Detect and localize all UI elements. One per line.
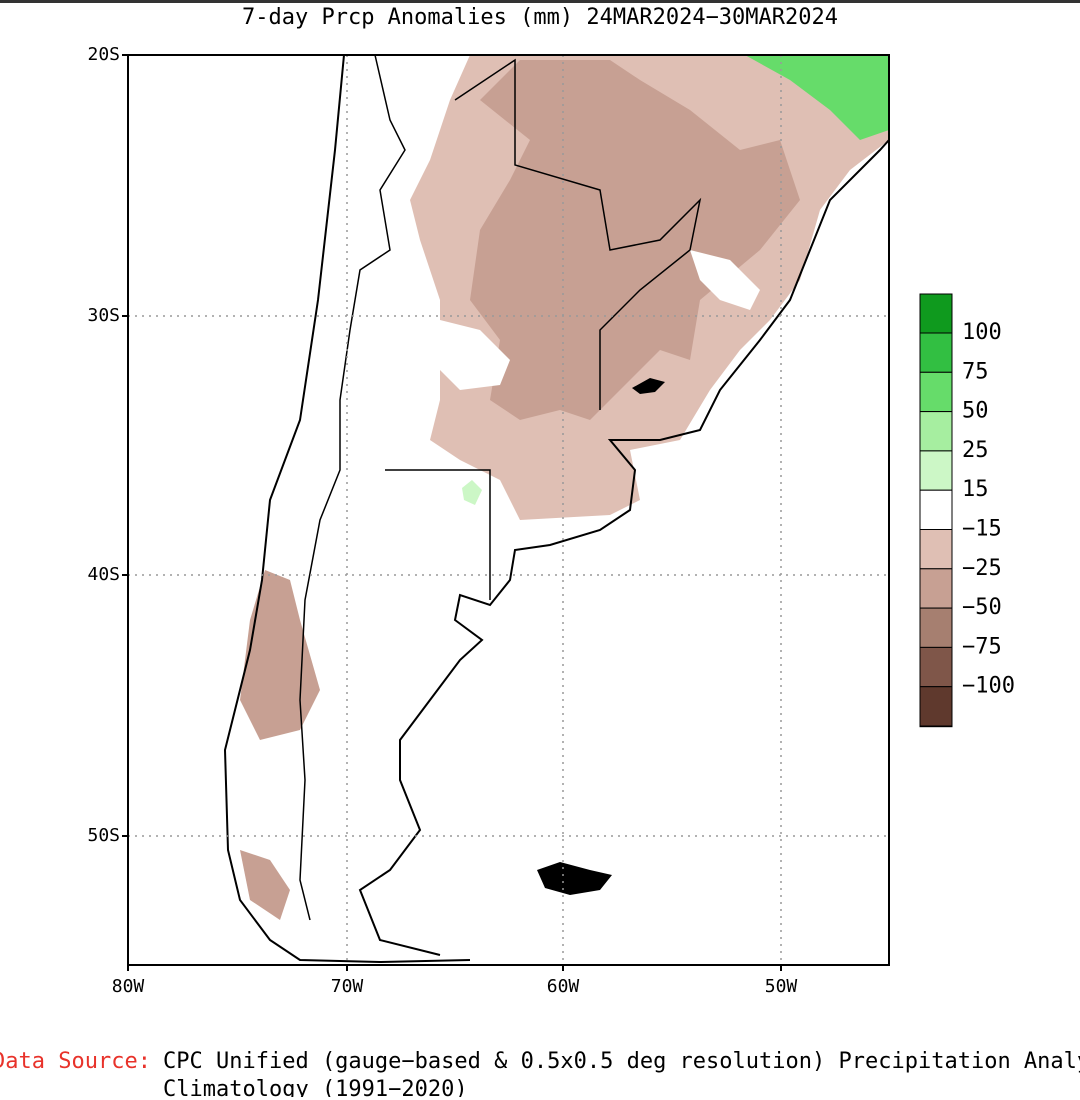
country-border xyxy=(454,58,702,410)
lon-label: 80W xyxy=(112,976,145,997)
legend-swatch xyxy=(919,489,953,531)
legend: 100 75 50 25 15 −15 −25 −50 −75 −100 xyxy=(919,293,1015,728)
legend-label: 50 xyxy=(962,399,989,424)
source-line2: Climatology (1991−2020) xyxy=(163,1077,468,1100)
legend-label: 75 xyxy=(962,359,989,384)
legend-swatch xyxy=(919,332,953,373)
anomaly-region xyxy=(690,250,760,310)
legend-swatch xyxy=(919,607,953,648)
map-area xyxy=(223,54,890,964)
lon-label: 50W xyxy=(765,976,798,997)
map-frame xyxy=(127,54,890,966)
legend-swatch xyxy=(919,293,953,334)
legend-swatch xyxy=(919,371,953,413)
legend-swatch xyxy=(919,450,953,491)
falkland-islands xyxy=(537,862,612,895)
legend-label: 100 xyxy=(962,320,1002,345)
bottom-mask xyxy=(0,1097,1080,1100)
window-edge xyxy=(0,0,1080,3)
anomaly-region xyxy=(240,570,320,740)
lat-label: 30S xyxy=(87,305,120,326)
graticule: 20S 30S 40S 50S 80W 70W 60W 50W xyxy=(87,44,889,997)
legend-label: 15 xyxy=(962,477,989,502)
source-label: Data Source: xyxy=(0,1049,151,1074)
legend-swatch xyxy=(919,568,953,609)
legend-swatch xyxy=(919,686,953,727)
legend-swatch xyxy=(919,529,953,570)
legend-label: 25 xyxy=(962,438,989,463)
legend-swatch xyxy=(919,411,953,452)
legend-label: −50 xyxy=(962,595,1002,620)
legend-swatch xyxy=(919,646,953,688)
source-text: CPC Unified (gauge−based & 0.5x0.5 deg r… xyxy=(163,1049,1080,1074)
anomaly-region xyxy=(745,55,889,140)
lat-label: 40S xyxy=(87,564,120,585)
legend-label: −15 xyxy=(962,517,1002,542)
country-border xyxy=(299,54,406,921)
legend-label: −75 xyxy=(962,634,1002,659)
lat-label: 20S xyxy=(87,44,120,65)
lagoon xyxy=(632,378,665,394)
coastline xyxy=(223,54,471,964)
anomaly-region xyxy=(462,480,482,505)
legend-swatch xyxy=(919,725,953,728)
coastline xyxy=(358,139,890,956)
anomaly-region xyxy=(240,850,290,920)
legend-label: −100 xyxy=(962,674,1015,699)
map-title: 7-day Prcp Anomalies (mm) 24MAR2024−30MA… xyxy=(242,5,838,30)
lon-label: 60W xyxy=(547,976,580,997)
lon-label: 70W xyxy=(331,976,364,997)
lat-label: 50S xyxy=(87,825,120,846)
legend-label: −25 xyxy=(962,556,1002,581)
anomaly-region xyxy=(470,60,800,420)
anomaly-region xyxy=(440,320,510,390)
province-border xyxy=(385,469,491,600)
